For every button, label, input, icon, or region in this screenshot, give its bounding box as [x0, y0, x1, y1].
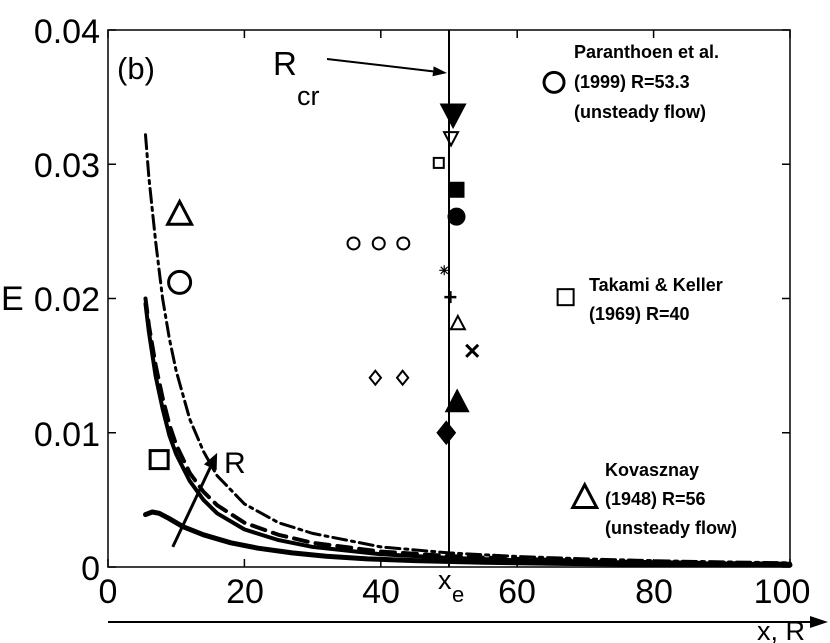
marker-square	[556, 288, 575, 307]
y-tick-label: 0.01	[34, 416, 100, 454]
legend-kovasznay-line2: (1948) R=56	[605, 489, 706, 509]
rcr-label-subscript: cr	[297, 81, 320, 111]
y-tick-label: 0.02	[34, 281, 100, 319]
r-direction-arrowhead	[203, 452, 218, 471]
marker-plus	[444, 291, 457, 304]
curves	[143, 133, 793, 568]
marker-square	[448, 181, 465, 198]
markers	[148, 70, 600, 510]
rcr-label: R	[273, 45, 297, 82]
y-tick-label: 0.03	[34, 147, 100, 185]
marker-triangle-down	[442, 131, 460, 148]
legend-paranthoen-line3: (unsteady flow)	[574, 102, 706, 122]
x-axis-arrowhead	[810, 616, 828, 628]
marker-circle	[346, 236, 361, 251]
marker-triangle	[165, 198, 195, 226]
series-dashed-curve	[143, 296, 792, 566]
marker-triangle	[570, 481, 600, 510]
marker-circle	[447, 207, 466, 226]
x-tick-label: 0	[99, 573, 118, 611]
marker-triangle-down	[439, 103, 467, 130]
marker-cross	[465, 343, 480, 358]
series-dash-dot-curve	[144, 133, 792, 565]
rcr-arrow	[326, 58, 434, 73]
x-tick-label: 20	[226, 573, 264, 611]
marker-circle	[371, 236, 386, 251]
marker-diamond	[368, 369, 383, 387]
legend-takami-line2: (1969) R=40	[589, 304, 690, 324]
marker-square	[148, 449, 170, 471]
marker-asterisk	[439, 265, 450, 276]
marker-circle	[396, 236, 411, 251]
marker-triangle	[444, 388, 470, 413]
x-tick-label: 100	[754, 573, 811, 611]
r-arrow-label: R	[224, 447, 246, 480]
y-tick-label: 0.04	[34, 13, 100, 51]
marker-square	[432, 156, 445, 169]
x-tick-label: 60	[498, 573, 536, 611]
y-tick-label: 0	[81, 550, 100, 588]
rcr-arrowhead	[432, 66, 447, 77]
marker-circle	[167, 269, 193, 295]
xe-label: x	[438, 565, 452, 595]
r-direction-arrow	[171, 466, 212, 548]
legend-kovasznay-line1: Kovasznay	[605, 460, 699, 480]
legend-takami-line1: Takami & Keller	[589, 275, 723, 295]
x-tick-label: 40	[362, 573, 400, 611]
marker-circle	[542, 70, 566, 94]
marker-diamond	[436, 420, 457, 446]
legend-paranthoen-line2: (1999) R=53.3	[574, 72, 690, 92]
marker-diamond	[395, 369, 410, 387]
panel-label: (b)	[117, 51, 155, 86]
legend-kovasznay-line3: (unsteady flow)	[605, 518, 737, 538]
marker-triangle	[449, 313, 467, 331]
x-tick-label: 80	[635, 573, 673, 611]
x-axis-label: x, R	[757, 616, 805, 643]
xe-label-subscript: e	[452, 582, 464, 607]
y-axis-label: E	[1, 280, 24, 318]
legend-paranthoen-line1: Paranthoen et al.	[574, 42, 719, 62]
